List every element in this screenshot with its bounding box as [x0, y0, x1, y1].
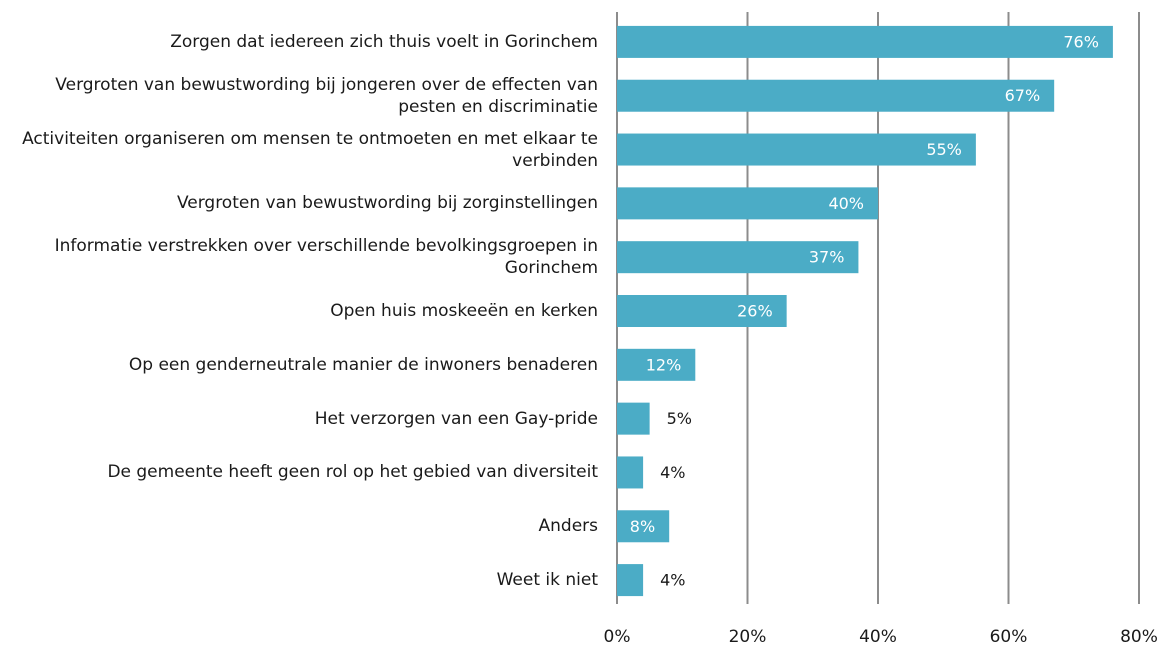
- x-tick-label: 20%: [729, 627, 767, 647]
- bar: [617, 402, 650, 435]
- x-tick-label: 80%: [1120, 627, 1158, 647]
- x-tick-label: 60%: [990, 627, 1028, 647]
- bar: [617, 133, 976, 166]
- category-label: Vergroten van bewustwording bij jongeren…: [55, 74, 598, 117]
- bar: [617, 456, 644, 489]
- value-label: 4%: [660, 571, 685, 590]
- bar: [617, 564, 644, 597]
- value-label: 5%: [667, 409, 692, 428]
- value-label: 8%: [630, 517, 655, 536]
- category-label: Zorgen dat iedereen zich thuis voelt in …: [170, 31, 598, 52]
- bar: [617, 241, 859, 274]
- category-label: De gemeente heeft geen rol op het gebied…: [107, 462, 598, 483]
- value-label: 67%: [1005, 86, 1041, 105]
- category-label: Activiteiten organiseren om mensen te on…: [22, 128, 598, 171]
- value-label: 12%: [646, 355, 682, 374]
- category-label: Op een genderneutrale manier de inwoners…: [128, 354, 598, 375]
- category-label: Het verzorgen van een Gay-pride: [314, 408, 598, 429]
- category-label: Anders: [538, 516, 599, 537]
- value-label: 4%: [660, 463, 685, 482]
- x-tick-label: 0%: [604, 627, 631, 647]
- bar: [617, 187, 878, 220]
- bar: [617, 25, 1113, 58]
- bar: [617, 510, 670, 543]
- category-label: Open huis moskeeën en kerken: [330, 301, 598, 321]
- value-label: 37%: [809, 248, 845, 267]
- bar: [617, 348, 696, 381]
- value-label: 76%: [1063, 32, 1099, 51]
- value-label: 26%: [737, 302, 773, 321]
- category-label: Vergroten van bewustwording bij zorginst…: [176, 193, 598, 214]
- x-tick-label: 40%: [859, 627, 897, 647]
- bar: [617, 295, 787, 327]
- value-label: 55%: [926, 140, 962, 159]
- category-label: Weet ik niet: [496, 570, 598, 591]
- bar: [617, 79, 1055, 112]
- category-label: Informatie verstrekken over verschillend…: [54, 236, 598, 279]
- value-label: 40%: [828, 194, 864, 213]
